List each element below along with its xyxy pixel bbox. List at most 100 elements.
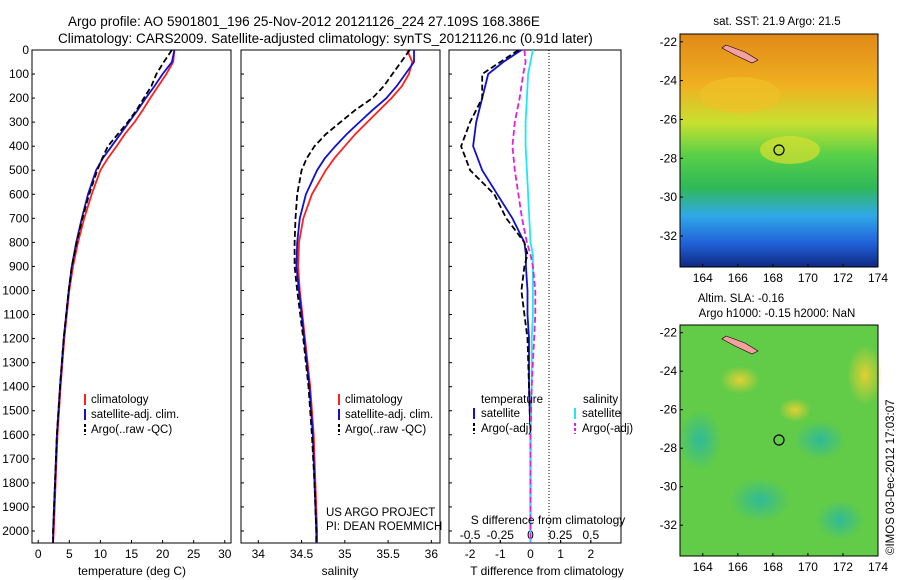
legend-label-climatology: climatology: [91, 394, 149, 406]
header-line2: Climatology: CARS2009. Satellite-adjuste…: [58, 31, 593, 46]
map-x-tick-label: 168: [763, 560, 783, 574]
legend-label-satellite: satellite-adj. clim.: [345, 409, 433, 421]
x-tick-label: 34: [252, 547, 266, 561]
sla-map-title2: Argo h1000: -0.15 h2000: NaN: [699, 308, 856, 320]
legend-label-sal-argo: Argo(-adj): [582, 423, 633, 435]
map-y-tick-label: -28: [660, 151, 678, 165]
argo-float-marker: [773, 434, 785, 446]
series-line-argo-raw-qc-: [52, 49, 173, 543]
sst-map-title: sat. SST: 21.9 Argo: 21.5: [713, 16, 840, 28]
map-y-tick-label: -22: [660, 326, 678, 340]
temperature-panel-frame: [31, 49, 232, 544]
depth-tick-label: 1900: [2, 500, 29, 514]
map-x-tick-label: 174: [868, 271, 888, 285]
x-tick-label: 0.25: [549, 528, 573, 542]
depth-tick-label: 1000: [2, 283, 29, 297]
temperature-x-axis: 0 5 10 15 20 25 30: [35, 540, 232, 561]
sst-map: [679, 33, 879, 268]
x-tick-label: 25: [187, 547, 201, 561]
legend-label-temp-satellite: satellite: [481, 408, 520, 420]
map-y-tick-label: -26: [660, 403, 678, 417]
salinity-legend: climatology satellite-adj. clim. Argo(..…: [326, 394, 442, 533]
x-tick-label: 10: [94, 547, 108, 561]
x-tick-label: 30: [218, 547, 232, 561]
depth-tick-label: 1400: [2, 380, 29, 394]
difference-panel-frame: [448, 49, 622, 544]
depth-tick-label: 100: [9, 67, 29, 81]
x-tick-label: 35: [338, 547, 352, 561]
x-tick-label: 20: [156, 547, 170, 561]
map-x-tick-label: 166: [728, 271, 748, 285]
sla-low-patch: [794, 420, 846, 460]
difference-x-axis: -2 -1 0 1 2-0.5 -0.25 0 0.25 0.5: [460, 528, 600, 561]
x-tick-label: 2: [587, 547, 594, 561]
depth-tick-label: 400: [9, 139, 29, 153]
series-line-climatology: [52, 49, 176, 544]
series-line-salinity-argo-adj-: [511, 49, 537, 543]
x-tick-label: 5: [66, 547, 73, 561]
sla-high-patch: [720, 366, 760, 394]
map-y-tick-label: -30: [660, 190, 678, 204]
x-tick-label: 15: [125, 547, 139, 561]
imos-timestamp: ©IMOS 03-Dec-2012 17:03:07: [885, 399, 897, 555]
map-x-tick-label: 164: [693, 271, 713, 285]
map-x-tick-label: 172: [833, 271, 853, 285]
sla-map: [678, 324, 883, 557]
depth-tick-label: 1100: [3, 308, 29, 322]
depth-tick-label: 900: [9, 259, 29, 273]
sla-low-patch: [730, 478, 790, 522]
map-x-tick-label: 168: [763, 271, 783, 285]
map-x-tick-label: 170: [798, 271, 818, 285]
x-tick-label: 0: [527, 547, 534, 561]
difference-legend: temperature salinity satellite Argo(-adj…: [473, 394, 633, 435]
temperature-xlabel: temperature (deg C): [78, 564, 186, 578]
sla-high-patch: [847, 345, 883, 405]
series-line-climatology: [297, 49, 414, 543]
x-tick-label: -0.5: [460, 528, 481, 542]
map-y-tick-label: -32: [660, 229, 678, 243]
x-tick-label: 34.5: [290, 547, 314, 561]
temperature-curves: [52, 49, 176, 544]
map-y-tick-label: -32: [660, 518, 678, 532]
legend-title-temperature: temperature: [481, 394, 543, 406]
map-x-tick-label: 172: [833, 560, 853, 574]
map-y-tick-label: -30: [660, 480, 678, 494]
depth-tick-label: 0: [22, 43, 29, 57]
sla-map-axes: 164 166 168 170 172 174 -22 -24 -26 -28 -30 -32: [660, 326, 889, 574]
depth-axis: 0 100 200 300 400 500 600 700 800 900 1000 1100 1200…: [2, 43, 452, 538]
x-tick-label: 36: [425, 547, 439, 561]
sla-map-frame: [679, 324, 879, 557]
sst-map-frame: [679, 33, 879, 268]
legend-label-argo: Argo(..raw -QC): [345, 424, 426, 436]
difference-xlabel-top: S difference from climatology: [471, 513, 626, 527]
x-tick-label: -0.25: [487, 528, 515, 542]
salinity-curves: [293, 49, 415, 543]
map-y-tick-label: -24: [660, 74, 678, 88]
depth-tick-label: 200: [9, 91, 29, 105]
series-line-temperature-argo-adj-: [460, 49, 532, 543]
depth-tick-label: 2000: [2, 524, 29, 538]
depth-tick-label: 1200: [2, 332, 29, 346]
legend-label-argo: Argo(..raw -QC): [91, 424, 172, 436]
sla-map-title1: Altim. SLA: -0.16: [698, 293, 784, 305]
series-line-argo-raw-qc-: [293, 49, 411, 543]
project-line2: PI: DEAN ROEMMICH: [326, 521, 442, 533]
temperature-legend: climatology satellite-adj. clim. Argo(..…: [84, 394, 179, 436]
new-caledonia-landmass: [721, 44, 759, 64]
map-y-tick-label: -22: [660, 35, 678, 49]
depth-tick-label: 1600: [2, 428, 29, 442]
map-x-tick-label: 170: [798, 560, 818, 574]
sst-map-axes: 164 166 168 170 172 174 -22 -24 -26 -28 -30 -32: [660, 35, 889, 285]
legend-label-sal-satellite: satellite: [582, 408, 621, 420]
map-y-tick-label: -24: [660, 364, 678, 378]
sst-warm-patch: [700, 77, 780, 113]
new-caledonia-landmass: [721, 335, 759, 355]
map-y-tick-label: -26: [660, 112, 678, 126]
series-line-satellite-adj-clim-: [52, 49, 176, 543]
x-tick-label: -2: [465, 547, 476, 561]
depth-tick-label: 700: [9, 211, 29, 225]
salinity-x-axis: 34 34.5 35 35.5 36: [252, 540, 439, 561]
header-line1: Argo profile: AO 5901801_196 25-Nov-2012…: [68, 14, 540, 29]
depth-tick-label: 600: [9, 187, 29, 201]
legend-label-satellite: satellite-adj. clim.: [91, 409, 179, 421]
